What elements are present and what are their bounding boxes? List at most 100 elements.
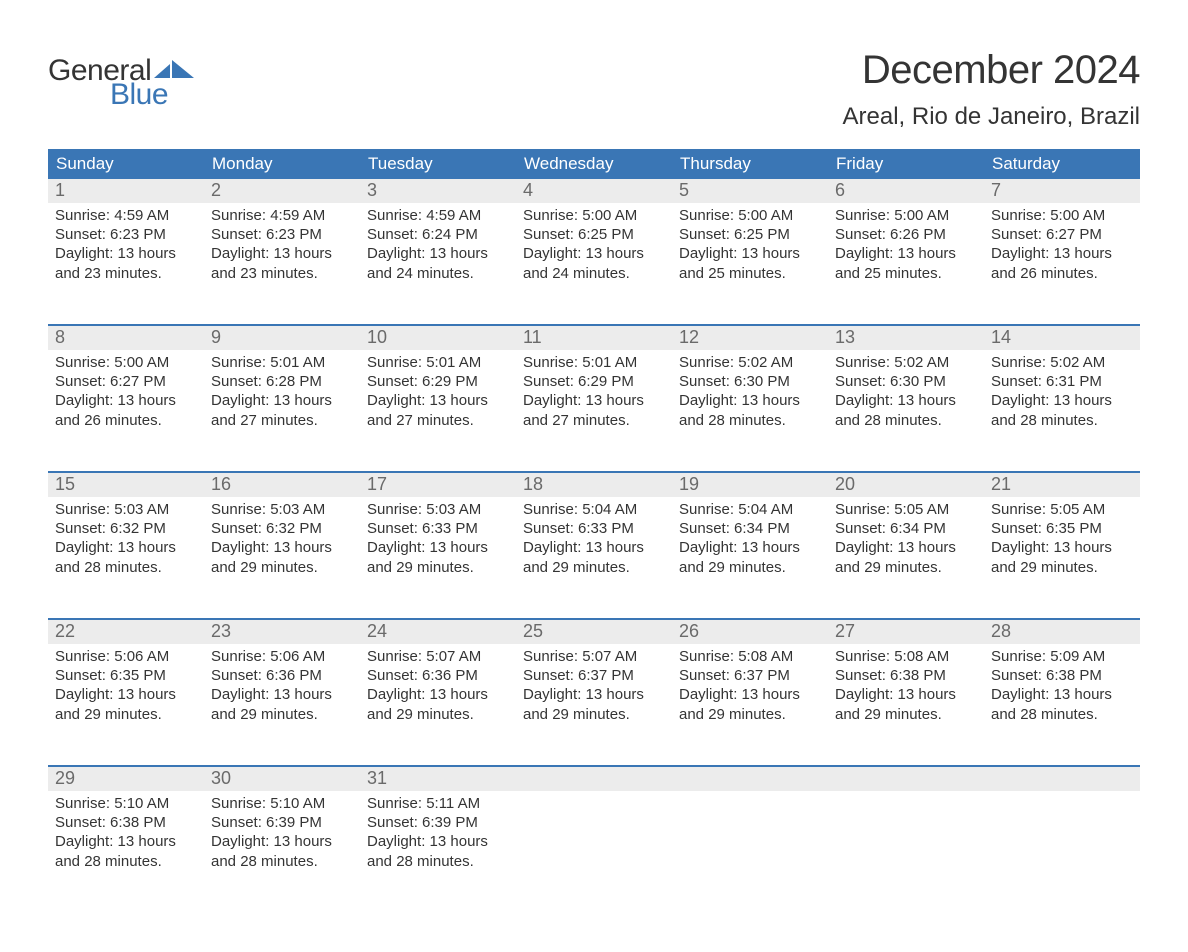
day-number: 12 — [672, 326, 828, 350]
day-number: 16 — [204, 473, 360, 497]
daylight-text-2: and 27 minutes. — [367, 411, 509, 430]
daylight-text-2: and 29 minutes. — [523, 705, 665, 724]
day-number: 4 — [516, 179, 672, 203]
day-cell: Sunrise: 5:00 AMSunset: 6:26 PMDaylight:… — [828, 203, 984, 324]
logo: General Blue — [48, 48, 194, 110]
day-cell — [516, 791, 672, 912]
day-cell: Sunrise: 5:03 AMSunset: 6:32 PMDaylight:… — [204, 497, 360, 618]
daylight-text-1: Daylight: 13 hours — [679, 685, 821, 704]
sunset-text: Sunset: 6:31 PM — [991, 372, 1133, 391]
day-cell: Sunrise: 5:00 AMSunset: 6:27 PMDaylight:… — [984, 203, 1140, 324]
title-block: December 2024 Areal, Rio de Janeiro, Bra… — [843, 48, 1140, 131]
sunrise-text: Sunrise: 5:07 AM — [367, 647, 509, 666]
daylight-text-2: and 27 minutes. — [523, 411, 665, 430]
month-title: December 2024 — [843, 48, 1140, 93]
week-row: 293031Sunrise: 5:10 AMSunset: 6:38 PMDay… — [48, 765, 1140, 912]
sunset-text: Sunset: 6:34 PM — [679, 519, 821, 538]
dow-monday: Monday — [204, 149, 360, 179]
sunset-text: Sunset: 6:27 PM — [55, 372, 197, 391]
sunset-text: Sunset: 6:32 PM — [55, 519, 197, 538]
daylight-text-2: and 29 minutes. — [523, 558, 665, 577]
day-content-row: Sunrise: 5:00 AMSunset: 6:27 PMDaylight:… — [48, 350, 1140, 471]
sunset-text: Sunset: 6:36 PM — [367, 666, 509, 685]
daylight-text-2: and 28 minutes. — [991, 705, 1133, 724]
day-cell: Sunrise: 5:05 AMSunset: 6:35 PMDaylight:… — [984, 497, 1140, 618]
day-number: 30 — [204, 767, 360, 791]
day-number-row: 15161718192021 — [48, 473, 1140, 497]
sunrise-text: Sunrise: 5:01 AM — [367, 353, 509, 372]
day-cell: Sunrise: 5:00 AMSunset: 6:27 PMDaylight:… — [48, 350, 204, 471]
day-number: 1 — [48, 179, 204, 203]
sunrise-text: Sunrise: 5:04 AM — [523, 500, 665, 519]
daylight-text-2: and 24 minutes. — [367, 264, 509, 283]
day-number: 14 — [984, 326, 1140, 350]
daylight-text-1: Daylight: 13 hours — [55, 538, 197, 557]
day-cell: Sunrise: 5:01 AMSunset: 6:29 PMDaylight:… — [360, 350, 516, 471]
daylight-text-1: Daylight: 13 hours — [835, 685, 977, 704]
day-number: 25 — [516, 620, 672, 644]
sunrise-text: Sunrise: 5:05 AM — [991, 500, 1133, 519]
daylight-text-2: and 28 minutes. — [835, 411, 977, 430]
sunrise-text: Sunrise: 5:10 AM — [211, 794, 353, 813]
daylight-text-1: Daylight: 13 hours — [211, 538, 353, 557]
daylight-text-2: and 28 minutes. — [367, 852, 509, 871]
sunset-text: Sunset: 6:28 PM — [211, 372, 353, 391]
sunrise-text: Sunrise: 5:05 AM — [835, 500, 977, 519]
day-cell — [672, 791, 828, 912]
sunrise-text: Sunrise: 5:00 AM — [991, 206, 1133, 225]
day-number: 29 — [48, 767, 204, 791]
daylight-text-2: and 29 minutes. — [679, 558, 821, 577]
sunrise-text: Sunrise: 5:08 AM — [835, 647, 977, 666]
day-cell: Sunrise: 5:03 AMSunset: 6:32 PMDaylight:… — [48, 497, 204, 618]
day-cell: Sunrise: 4:59 AMSunset: 6:23 PMDaylight:… — [48, 203, 204, 324]
day-number: 17 — [360, 473, 516, 497]
day-number-row: 1234567 — [48, 179, 1140, 203]
daylight-text-1: Daylight: 13 hours — [211, 685, 353, 704]
day-cell: Sunrise: 4:59 AMSunset: 6:24 PMDaylight:… — [360, 203, 516, 324]
day-number: 10 — [360, 326, 516, 350]
day-number-row: 22232425262728 — [48, 620, 1140, 644]
day-number: 6 — [828, 179, 984, 203]
daylight-text-2: and 28 minutes. — [55, 558, 197, 577]
sunset-text: Sunset: 6:39 PM — [211, 813, 353, 832]
day-cell: Sunrise: 5:08 AMSunset: 6:37 PMDaylight:… — [672, 644, 828, 765]
sunset-text: Sunset: 6:32 PM — [211, 519, 353, 538]
day-cell — [984, 791, 1140, 912]
daylight-text-2: and 28 minutes. — [211, 852, 353, 871]
sunrise-text: Sunrise: 5:02 AM — [991, 353, 1133, 372]
daylight-text-2: and 29 minutes. — [835, 705, 977, 724]
day-cell: Sunrise: 4:59 AMSunset: 6:23 PMDaylight:… — [204, 203, 360, 324]
daylight-text-1: Daylight: 13 hours — [523, 391, 665, 410]
daylight-text-1: Daylight: 13 hours — [211, 832, 353, 851]
sunrise-text: Sunrise: 5:07 AM — [523, 647, 665, 666]
week-row: 891011121314Sunrise: 5:00 AMSunset: 6:27… — [48, 324, 1140, 471]
dow-friday: Friday — [828, 149, 984, 179]
daylight-text-2: and 29 minutes. — [835, 558, 977, 577]
week-row: 1234567Sunrise: 4:59 AMSunset: 6:23 PMDa… — [48, 179, 1140, 324]
sunset-text: Sunset: 6:33 PM — [367, 519, 509, 538]
day-number: 19 — [672, 473, 828, 497]
daylight-text-2: and 29 minutes. — [367, 705, 509, 724]
day-number-row: 293031 — [48, 767, 1140, 791]
day-cell: Sunrise: 5:07 AMSunset: 6:37 PMDaylight:… — [516, 644, 672, 765]
day-number — [828, 767, 984, 791]
daylight-text-2: and 29 minutes. — [991, 558, 1133, 577]
location-subtitle: Areal, Rio de Janeiro, Brazil — [843, 103, 1140, 131]
dow-tuesday: Tuesday — [360, 149, 516, 179]
day-content-row: Sunrise: 5:03 AMSunset: 6:32 PMDaylight:… — [48, 497, 1140, 618]
daylight-text-1: Daylight: 13 hours — [55, 391, 197, 410]
daylight-text-1: Daylight: 13 hours — [991, 244, 1133, 263]
daylight-text-1: Daylight: 13 hours — [991, 538, 1133, 557]
daylight-text-2: and 29 minutes. — [211, 558, 353, 577]
day-number: 13 — [828, 326, 984, 350]
day-number — [516, 767, 672, 791]
sunrise-text: Sunrise: 4:59 AM — [55, 206, 197, 225]
daylight-text-1: Daylight: 13 hours — [367, 391, 509, 410]
day-number-row: 891011121314 — [48, 326, 1140, 350]
day-number: 5 — [672, 179, 828, 203]
dow-wednesday: Wednesday — [516, 149, 672, 179]
daylight-text-2: and 28 minutes. — [55, 852, 197, 871]
day-number — [984, 767, 1140, 791]
sunset-text: Sunset: 6:39 PM — [367, 813, 509, 832]
daylight-text-2: and 23 minutes. — [55, 264, 197, 283]
